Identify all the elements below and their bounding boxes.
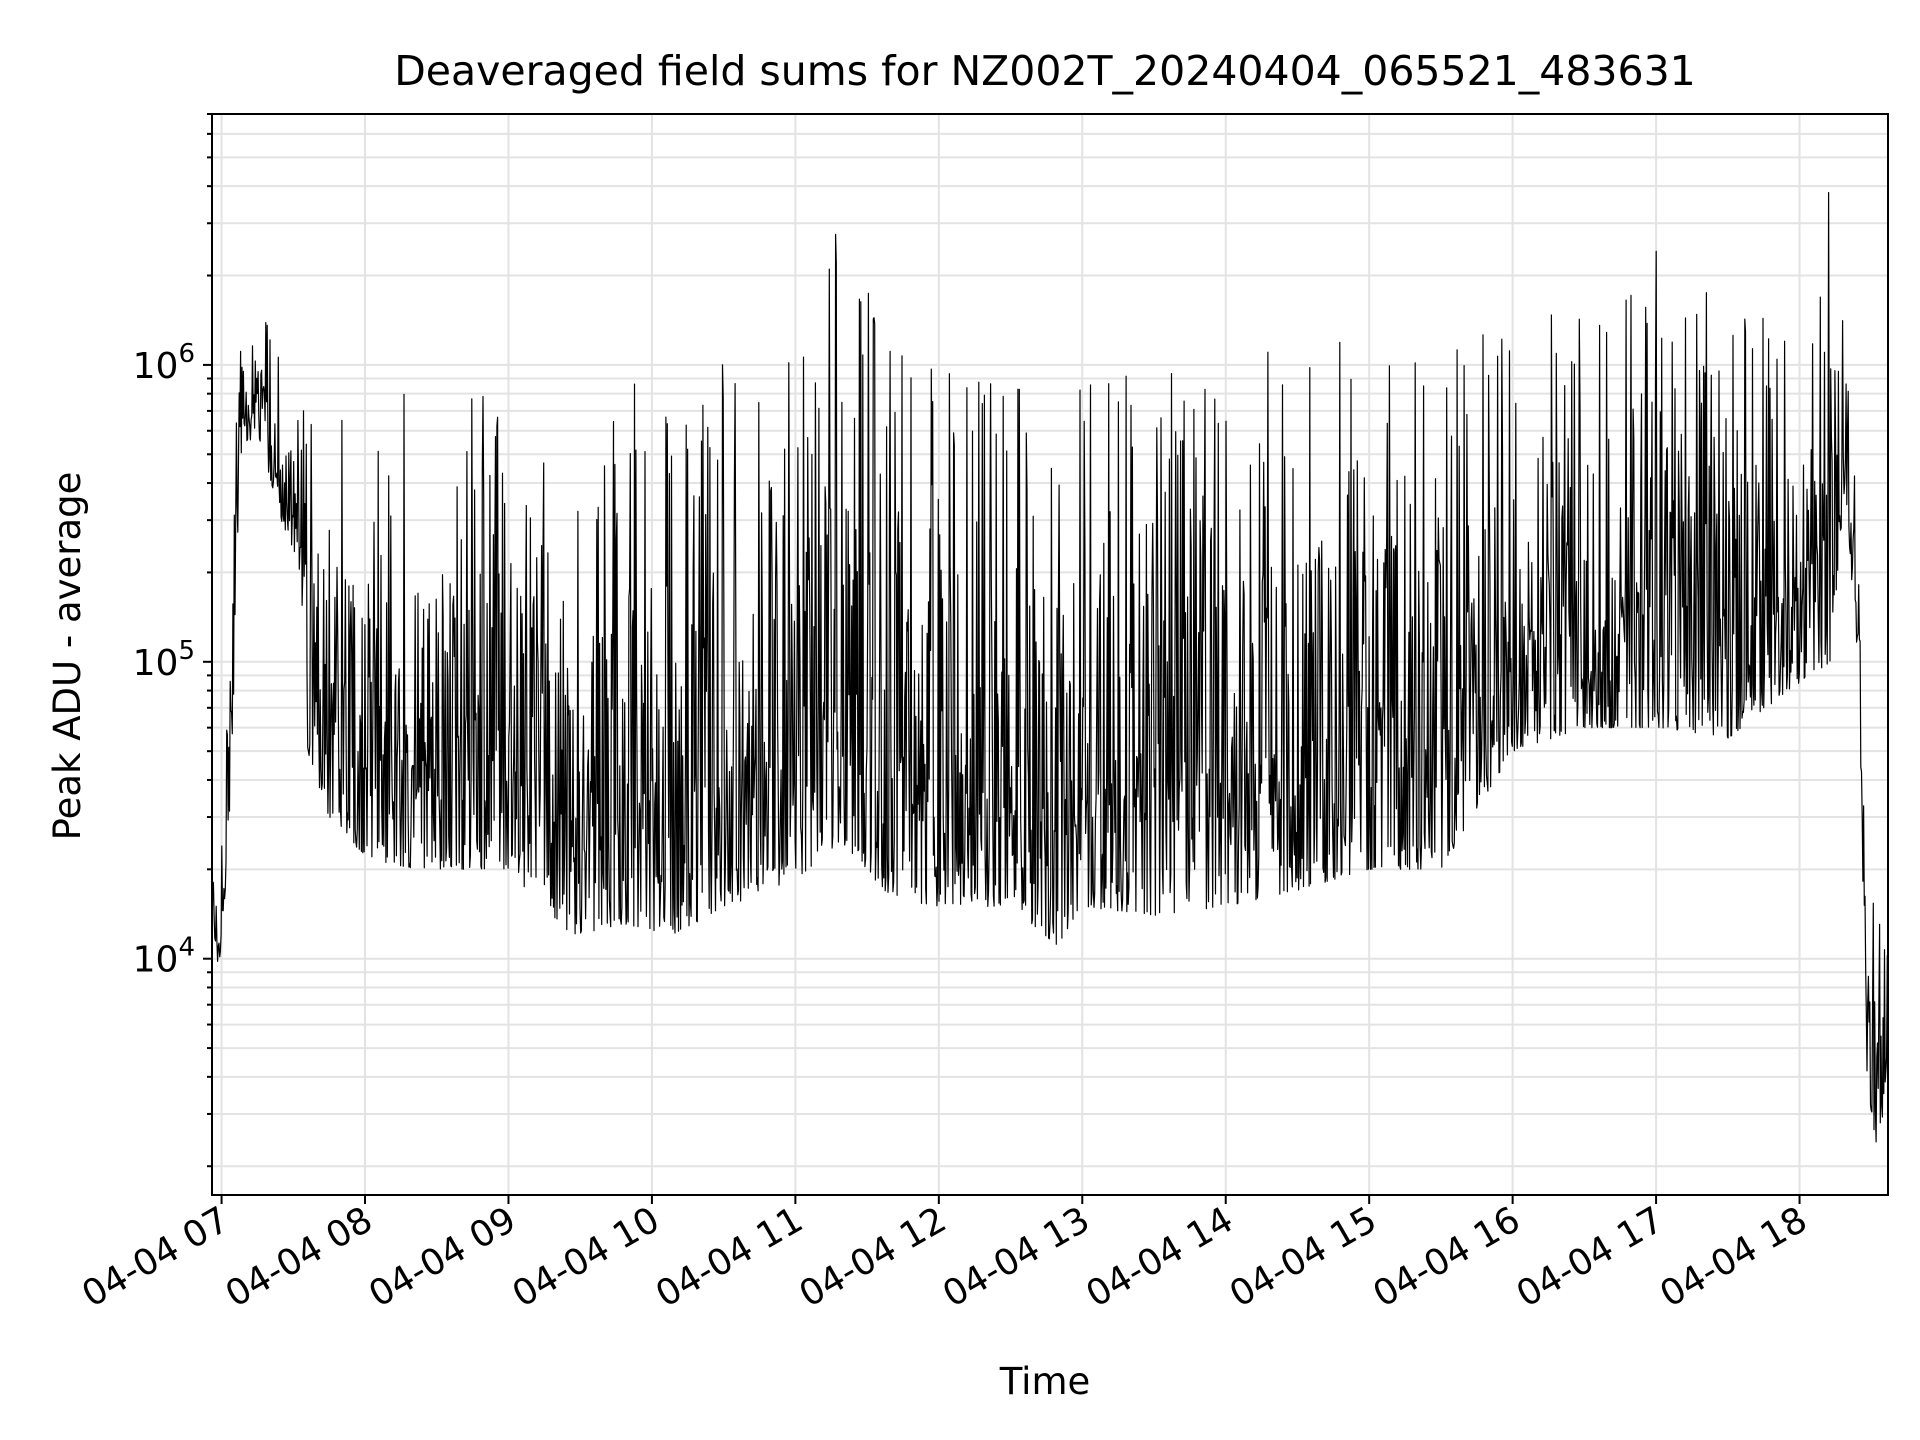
y-tick-label: 105: [133, 636, 195, 684]
chart-title: Deaveraged field sums for NZ002T_2024040…: [394, 47, 1696, 95]
series-line: [211, 192, 1889, 1143]
plot-frame: [211, 113, 1889, 1196]
y-tick-label: 106: [133, 339, 195, 387]
axis-ticks: [203, 113, 1801, 1204]
y-tick-label: 104: [133, 933, 195, 981]
y-tick-labels: 104 105 106: [133, 339, 195, 981]
series-layer: [211, 192, 1889, 1143]
y-axis-label: Peak ADU - average: [46, 472, 89, 841]
x-axis-label: Time: [999, 1360, 1091, 1403]
